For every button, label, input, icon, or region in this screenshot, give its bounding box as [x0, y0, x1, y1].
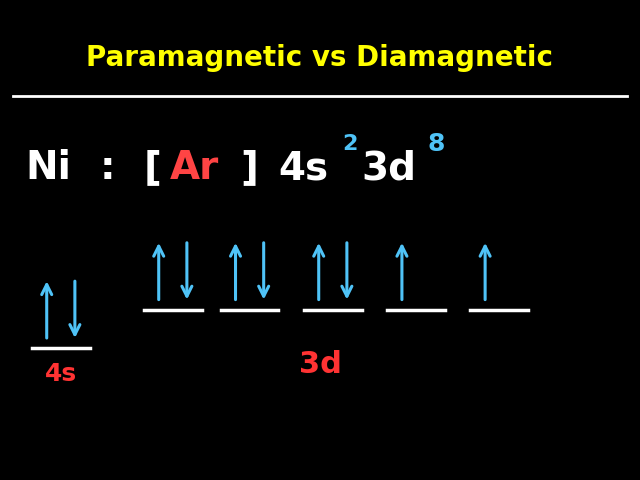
Text: Paramagnetic vs Diamagnetic: Paramagnetic vs Diamagnetic [86, 44, 554, 72]
Text: :: : [99, 149, 115, 187]
Text: 4s: 4s [45, 362, 77, 386]
Text: 4s: 4s [278, 149, 328, 187]
Text: ]: ] [240, 149, 258, 187]
Text: 2: 2 [342, 134, 358, 154]
Text: 3d: 3d [362, 149, 417, 187]
Text: Ni: Ni [26, 149, 72, 187]
Text: [: [ [144, 149, 162, 187]
Text: Ar: Ar [170, 149, 219, 187]
Text: 8: 8 [428, 132, 445, 156]
Text: 3d: 3d [299, 350, 341, 379]
